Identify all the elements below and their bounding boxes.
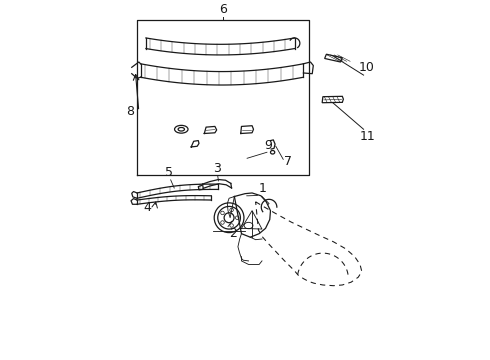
Text: 7: 7 [284,154,292,168]
Text: 6: 6 [219,3,227,16]
Text: 3: 3 [213,162,220,175]
Text: 4: 4 [144,201,151,213]
Text: 5: 5 [165,166,173,179]
Text: 11: 11 [359,130,375,143]
Text: 9: 9 [264,139,272,152]
Text: 10: 10 [359,62,375,75]
Text: 1: 1 [259,182,267,195]
Text: 2: 2 [229,227,237,240]
Text: 8: 8 [126,105,134,118]
